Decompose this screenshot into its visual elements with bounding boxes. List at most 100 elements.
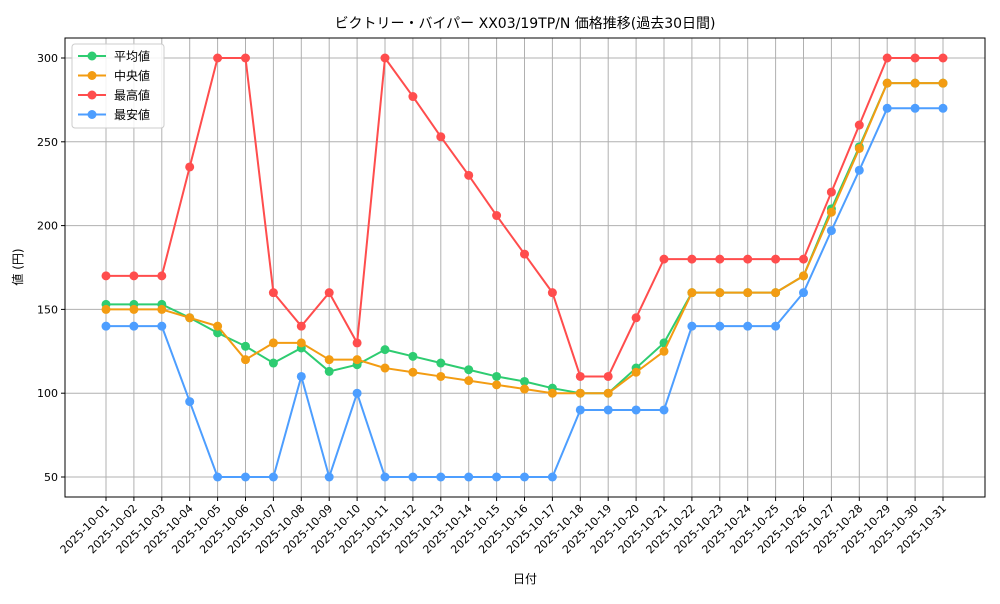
data-point bbox=[380, 345, 390, 355]
y-tick-label: 100 bbox=[37, 387, 58, 400]
data-point bbox=[324, 472, 334, 482]
data-point bbox=[771, 321, 781, 331]
data-point bbox=[492, 472, 502, 482]
y-tick-label: 150 bbox=[37, 303, 58, 316]
data-point bbox=[520, 249, 529, 259]
data-point bbox=[547, 472, 557, 482]
data-point bbox=[799, 271, 808, 281]
data-point bbox=[380, 472, 390, 482]
data-point bbox=[408, 92, 418, 102]
data-point bbox=[687, 288, 697, 298]
data-point bbox=[743, 288, 753, 298]
data-point bbox=[910, 53, 920, 63]
data-point bbox=[631, 313, 641, 323]
data-point bbox=[352, 355, 362, 365]
data-point bbox=[603, 405, 613, 415]
data-point bbox=[464, 376, 474, 386]
data-point bbox=[324, 355, 334, 365]
data-point bbox=[603, 371, 613, 381]
legend-label: 最安値 bbox=[114, 107, 150, 122]
data-point bbox=[380, 363, 390, 373]
data-point bbox=[854, 120, 864, 130]
data-point bbox=[715, 321, 725, 331]
data-point bbox=[408, 472, 418, 482]
data-point bbox=[436, 371, 446, 381]
data-point bbox=[492, 211, 502, 221]
legend-marker bbox=[87, 90, 97, 100]
data-point bbox=[771, 288, 781, 298]
y-tick-label: 50 bbox=[44, 471, 58, 484]
data-point bbox=[687, 321, 697, 331]
data-point bbox=[854, 144, 864, 154]
data-point bbox=[185, 313, 195, 323]
data-point bbox=[157, 321, 167, 331]
y-tick-label: 200 bbox=[37, 220, 58, 233]
data-point bbox=[408, 351, 418, 361]
data-point bbox=[520, 384, 529, 394]
data-point bbox=[882, 78, 892, 88]
data-point bbox=[520, 376, 529, 386]
data-point bbox=[715, 288, 725, 298]
data-point bbox=[603, 388, 613, 398]
data-point bbox=[268, 472, 278, 482]
y-axis-label: 値 (円) bbox=[10, 248, 25, 285]
data-point bbox=[268, 358, 278, 368]
chart-title: ビクトリー・バイパー XX03/19TP/N 価格推移(過去30日間) bbox=[334, 16, 715, 32]
data-point bbox=[129, 321, 139, 331]
data-point bbox=[408, 367, 418, 377]
data-point bbox=[185, 162, 195, 172]
data-point bbox=[464, 365, 474, 375]
y-tick-label: 300 bbox=[37, 52, 58, 65]
data-point bbox=[464, 472, 474, 482]
legend-label: 最高値 bbox=[114, 88, 150, 103]
data-point bbox=[436, 472, 446, 482]
data-point bbox=[659, 254, 669, 264]
data-point bbox=[826, 187, 836, 197]
data-point bbox=[910, 78, 920, 88]
data-point bbox=[799, 254, 808, 264]
data-point bbox=[436, 358, 446, 368]
data-point bbox=[268, 288, 278, 298]
data-point bbox=[352, 388, 362, 398]
data-point bbox=[938, 53, 948, 63]
legend-box bbox=[71, 43, 165, 129]
data-point bbox=[380, 53, 390, 63]
data-point bbox=[631, 367, 641, 377]
data-point bbox=[101, 321, 111, 331]
data-point bbox=[213, 321, 223, 331]
data-point bbox=[826, 226, 836, 236]
data-point bbox=[213, 328, 223, 338]
data-point bbox=[492, 371, 502, 381]
data-point bbox=[213, 472, 223, 482]
data-point bbox=[743, 321, 753, 331]
legend-marker bbox=[87, 71, 97, 80]
data-point bbox=[241, 472, 250, 482]
data-point bbox=[575, 371, 585, 381]
data-point bbox=[826, 207, 836, 217]
plot-frame bbox=[64, 37, 986, 498]
data-point bbox=[296, 338, 306, 348]
data-point bbox=[185, 397, 195, 407]
data-point bbox=[157, 304, 167, 314]
data-point bbox=[241, 355, 250, 365]
data-point bbox=[241, 341, 250, 351]
data-point bbox=[352, 338, 362, 348]
data-point bbox=[324, 288, 334, 298]
data-point bbox=[938, 103, 948, 113]
data-point bbox=[268, 338, 278, 348]
data-point bbox=[882, 103, 892, 113]
data-point bbox=[687, 254, 697, 264]
data-point bbox=[129, 304, 139, 314]
data-point bbox=[464, 170, 474, 180]
x-axis-label: 日付 bbox=[513, 572, 537, 586]
data-point bbox=[241, 53, 250, 63]
data-point bbox=[854, 165, 864, 175]
data-point bbox=[213, 53, 223, 63]
data-point bbox=[743, 254, 753, 264]
data-point bbox=[938, 78, 948, 88]
data-point bbox=[101, 271, 111, 281]
legend-marker bbox=[87, 110, 97, 119]
